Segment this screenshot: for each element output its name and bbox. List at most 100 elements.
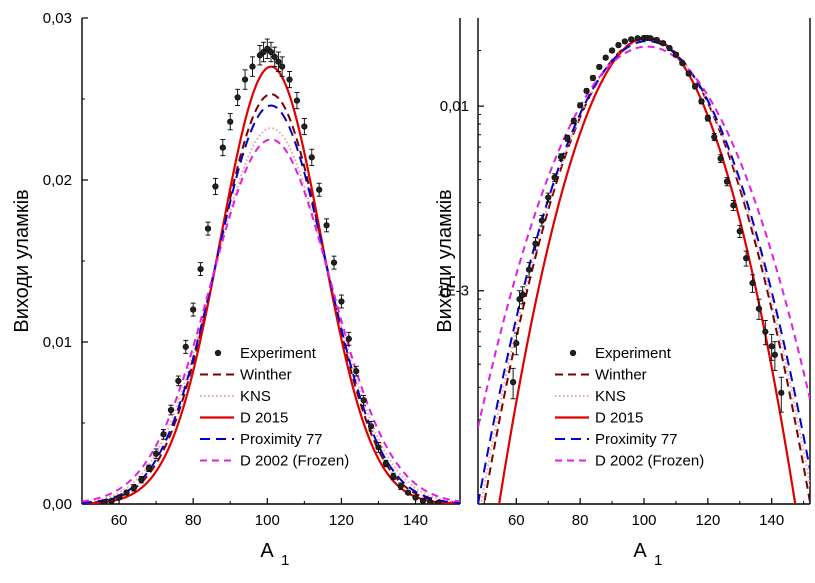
y-tick-label: 0,00	[43, 496, 72, 513]
experiment-point	[730, 202, 737, 209]
experiment-point	[390, 473, 397, 480]
experiment-point	[570, 117, 577, 125]
experiment-point	[138, 476, 145, 483]
series-line-proximity-77	[478, 40, 810, 504]
experiment-point	[153, 450, 160, 457]
experiment-point	[427, 499, 434, 504]
x-tick-label: 100	[255, 512, 280, 529]
experiment-point	[755, 305, 763, 312]
experiment-point	[596, 63, 603, 71]
y-axis-title: Виходи уламків	[434, 189, 456, 332]
series-line-d-2002-frozen-	[82, 138, 460, 503]
x-tick-label: 120	[329, 512, 354, 529]
experiment-point	[704, 115, 711, 122]
x-tick-label: 60	[111, 512, 128, 529]
experiment-point	[286, 76, 293, 83]
experiment-point	[519, 291, 526, 298]
x-axis-title: A	[260, 540, 274, 562]
legend-label-d-2002-frozen-: D 2002 (Frozen)	[240, 453, 349, 470]
experiment-point	[115, 494, 123, 501]
series-line-kns	[480, 39, 810, 504]
experiment-point	[279, 63, 286, 70]
experiment-point	[660, 40, 667, 47]
x-tick-label: 60	[508, 512, 525, 529]
y-tick-label: 0,02	[43, 172, 72, 189]
experiment-point	[316, 186, 323, 193]
experiment-point	[197, 266, 204, 273]
x-tick-label: 120	[695, 512, 720, 529]
x-axis-title-subscript: 1	[654, 552, 662, 569]
experiment-point	[672, 51, 680, 58]
legend-label-d-2015: D 2015	[595, 410, 643, 427]
experiment-point	[419, 497, 427, 504]
experiment-point	[293, 97, 301, 104]
x-tick-label: 100	[631, 512, 656, 529]
y-tick-label: 0,03	[43, 10, 72, 27]
experiment-point	[227, 118, 234, 125]
experiment-point	[275, 58, 282, 65]
x-axis-title-subscript: 1	[281, 552, 289, 569]
experiment-point	[182, 343, 189, 350]
experiment-point	[267, 48, 275, 56]
legend-label-proximity-77: Proximity 77	[240, 431, 323, 448]
experiment-point	[602, 54, 609, 61]
legend-marker-experiment	[569, 349, 577, 357]
experiment-point	[434, 500, 441, 504]
experiment-point	[375, 444, 382, 451]
experiment-point	[743, 255, 750, 262]
experiment-point	[382, 460, 389, 467]
experiment-point	[145, 465, 152, 472]
experiment-point	[538, 217, 545, 224]
experiment-point	[551, 174, 558, 181]
experiment-point	[330, 259, 338, 266]
legend-label-experiment: Experiment	[240, 345, 317, 362]
experiment-point	[397, 483, 404, 490]
experiment-point	[405, 489, 412, 496]
experiment-point	[545, 194, 552, 201]
experiment-point	[634, 35, 641, 42]
legend-label-winther: Winther	[595, 367, 647, 384]
legend: Experiment Winther KNS D 2015 Proximity 77 D …	[200, 345, 349, 470]
series-line-winther	[82, 93, 460, 504]
y-tick-label: 0,01	[440, 98, 469, 115]
x-tick-label: 140	[403, 512, 428, 529]
plot-area	[478, 34, 810, 504]
series-line-d-2002-frozen-	[478, 45, 810, 428]
experiment-point	[698, 98, 705, 105]
experiment-point	[308, 154, 315, 161]
experiment-point	[101, 499, 108, 504]
experiment-point	[510, 379, 517, 386]
left-chart: 60 80 100 120 140 0,00 0,01 0,02 0,03 Виходи улам…	[11, 10, 461, 569]
legend-label-proximity-77: Proximity 77	[595, 431, 678, 448]
experiment-point	[749, 280, 756, 287]
experiment-point	[557, 153, 565, 161]
experiment-point	[249, 63, 256, 70]
experiment-point	[621, 38, 628, 45]
series-line-d-2015	[498, 36, 797, 504]
x-tick-label: 80	[185, 512, 202, 529]
x-tick-label: 140	[759, 512, 784, 529]
experiment-point	[271, 53, 278, 60]
legend-marker-experiment	[214, 349, 222, 357]
y-axis-title: Виходи уламків	[11, 189, 33, 332]
experiment-point	[768, 343, 775, 350]
experiment-point	[711, 133, 718, 141]
series-line-d-2015	[82, 65, 460, 504]
experiment-point	[353, 368, 360, 375]
legend-label-winther: Winther	[240, 367, 292, 384]
experiment-point	[345, 335, 352, 342]
legend-label-d-2002-frozen-: D 2002 (Frozen)	[595, 453, 704, 470]
experiment-point	[564, 135, 571, 142]
experiment-point	[367, 423, 375, 430]
experiment-point	[525, 266, 533, 273]
experiment-point	[532, 240, 539, 247]
experiment-point	[666, 45, 673, 52]
x-axis-title: A	[633, 540, 647, 562]
experiment-point	[338, 298, 345, 305]
experiment-point	[691, 83, 699, 90]
experiment-point	[577, 102, 584, 109]
experiment-point	[167, 406, 175, 414]
series-line-kns	[82, 127, 460, 504]
experiment-point	[123, 489, 130, 496]
experiment-point	[717, 155, 724, 162]
